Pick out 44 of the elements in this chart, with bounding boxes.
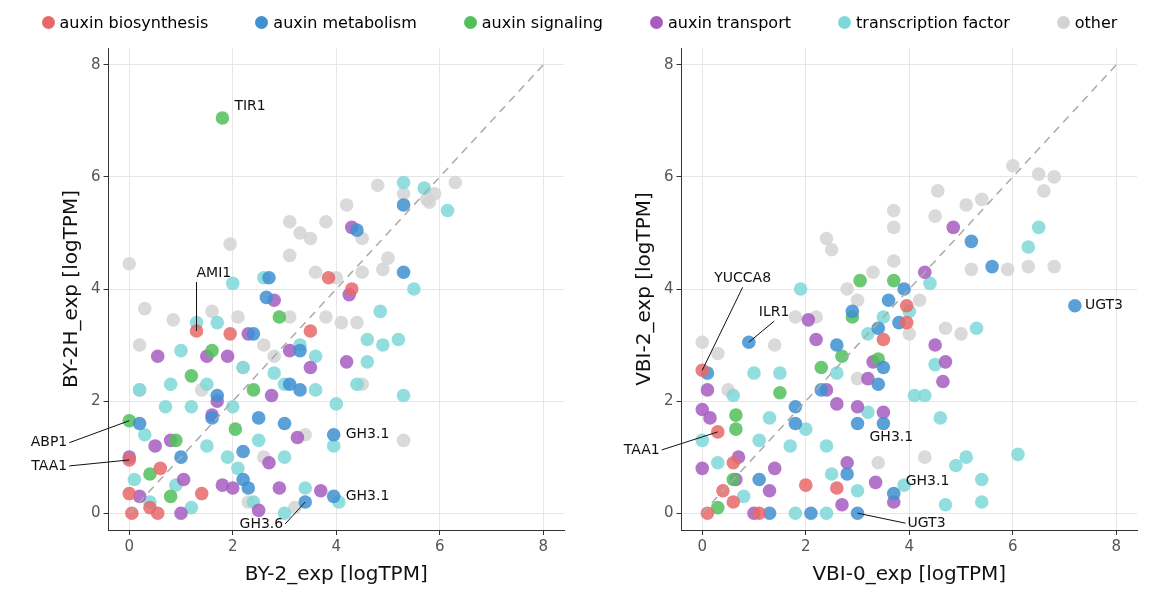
x-tick-label: 2	[227, 536, 238, 555]
y-tick-label: 4	[664, 278, 674, 297]
annotation: YUCCA8	[713, 268, 772, 285]
x-tick-label: 2	[800, 536, 811, 555]
x-tick-label: 6	[435, 536, 445, 555]
annotation: UGT3	[1084, 296, 1123, 313]
annotation: GH3.1	[905, 472, 950, 489]
legend-label: other	[1074, 12, 1118, 32]
annotation: ILR1	[758, 302, 790, 319]
legend-label: auxin signaling	[481, 12, 603, 32]
annotation: UGT3	[907, 513, 946, 530]
x-tick-label: 4	[904, 536, 915, 555]
y-tick-label: 2	[91, 390, 101, 409]
x-tick-label: 8	[1111, 536, 1122, 555]
y-axis-title: BY-2H_exp [logTPM]	[58, 190, 83, 388]
y-tick-label: 6	[664, 166, 674, 185]
y-tick-label: 0	[664, 503, 674, 522]
y-tick-label: 4	[91, 278, 101, 297]
annotation: GH3.1	[869, 428, 914, 445]
y-axis-title: VBI-2_exp [logTPM]	[631, 192, 656, 386]
legend-label: transcription factor	[856, 12, 1010, 32]
x-tick-label: 0	[124, 536, 135, 555]
legend-label: auxin biosynthesis	[59, 12, 209, 32]
x-axis-title: VBI-0_exp [logTPM]	[812, 561, 1007, 586]
annotation: GH3.1	[345, 425, 390, 442]
x-tick-label: 0	[697, 536, 708, 555]
x-tick-label: 4	[331, 536, 342, 555]
y-tick-label: 6	[91, 166, 101, 185]
y-tick-label: 8	[664, 54, 674, 73]
annotation: AMI1	[196, 263, 232, 280]
legend-label: auxin transport	[667, 12, 791, 32]
annotation: TAA1	[622, 440, 660, 457]
x-tick-label: 6	[1008, 536, 1018, 555]
annotation: GH3.1	[345, 487, 390, 504]
annotation: GH3.6	[239, 514, 284, 531]
annotation: ABP1	[30, 433, 68, 450]
x-tick-label: 8	[538, 536, 549, 555]
annotation: TAA1	[30, 456, 68, 473]
annotation: TIR1	[233, 96, 266, 113]
x-axis-title: BY-2_exp [logTPM]	[244, 561, 428, 586]
y-tick-label: 8	[91, 54, 101, 73]
y-tick-label: 0	[91, 503, 101, 522]
legend-label: auxin metabolism	[273, 12, 417, 32]
y-tick-label: 2	[664, 390, 674, 409]
